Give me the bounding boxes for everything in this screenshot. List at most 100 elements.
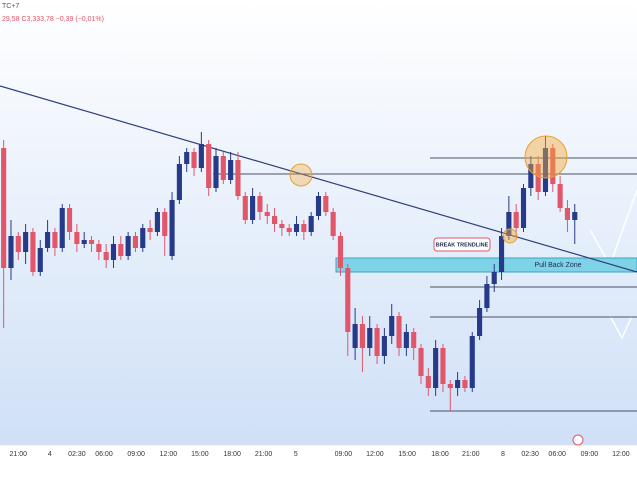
trendline [0,85,637,273]
candle-body [66,208,73,232]
x-tick-label: 8 [501,451,505,458]
candle-body [198,144,204,168]
candle-body [118,244,124,256]
candle-body [81,240,87,244]
candle-body [506,212,512,236]
candle-body [389,316,395,336]
candle-body [52,232,58,248]
candle-body [411,332,417,348]
candle-body [23,232,29,252]
x-tick-label: 12:00 [160,451,178,458]
plot-background [0,0,637,445]
candle-body [286,228,292,232]
candle-body [477,308,483,336]
candle-body [206,144,212,188]
annotation-box [433,237,491,252]
candle-body [30,232,36,272]
candle-body [462,380,468,388]
candle-body [374,328,380,356]
candle-body [337,236,344,268]
candle-body [45,232,51,248]
candle-body [257,196,263,212]
x-tick-label: 12:00 [366,451,384,458]
candle-body [418,348,424,376]
candle-body [147,228,153,232]
x-tick-label: 09:00 [127,451,145,458]
candle-body [132,236,139,248]
candle-body [520,188,527,228]
candle-body [330,212,336,236]
candle-body [184,152,190,164]
x-tick-label: 15:00 [191,451,209,458]
candle-body [469,336,475,388]
x-tick-label: 12:00 [612,451,630,458]
candle-body [250,196,256,220]
x-tick-label: 06:00 [548,451,566,458]
x-tick-label: 18:00 [223,451,241,458]
projection [609,315,633,340]
candle-body [301,224,307,232]
candle-body [88,240,95,244]
x-tick-label: 06:00 [95,451,113,458]
candle-body [264,212,270,216]
candle-body [564,208,571,220]
x-tick-label: 21:00 [255,451,273,458]
zone-label: Pull Back Zone [534,262,581,269]
candle-body [498,236,505,272]
candle-body [191,152,197,168]
candle-body [8,236,14,268]
x-tick-label: 02:30 [521,451,539,458]
candle-body [110,244,117,260]
candle-body [535,164,541,192]
candle-body [293,224,300,232]
candle-body [455,380,461,388]
candle-body [103,252,109,260]
candle-body [1,148,7,268]
candle-body [315,196,322,216]
candle-body [513,212,519,228]
candle-body [228,160,234,180]
candle-body [528,164,534,188]
x-tick-label: 4 [48,451,52,458]
highlight-circle [502,228,518,244]
candle-body [447,384,453,388]
pullback-zone [335,257,637,273]
candle-body [235,160,241,196]
time-axis-background [0,445,637,478]
x-tick-label: 21:00 [462,451,480,458]
candle-body [433,348,439,388]
candle-body [220,156,226,180]
x-tick-label: 09:00 [581,451,599,458]
candle-body [542,148,549,192]
candle-body [59,208,65,248]
candle-body [154,212,160,232]
candle-body [140,228,146,248]
candle-body [37,248,43,272]
candle-body [491,272,497,284]
candle-body [162,212,168,236]
candle-body [396,316,402,348]
candle-body [96,244,102,252]
candle-body [125,236,131,256]
candle-body [323,196,329,212]
candle-body [352,324,358,348]
x-tick-label: 09:00 [335,451,353,458]
candle-body [425,376,431,388]
candle-body [403,332,409,348]
x-tick-label: 21:00 [10,451,28,458]
x-tick-label: 02:30 [68,451,86,458]
candle-body [484,284,490,308]
candle-body [381,336,387,356]
highlight-circle [289,163,313,187]
candle-body [74,232,80,244]
x-tick-label: 5 [294,451,298,458]
candle-body [550,148,556,184]
event-icon [572,434,584,446]
x-tick-label: 15:00 [398,451,416,458]
candle-body [572,212,578,220]
candle-body [15,236,21,252]
candle-body [213,156,219,188]
candle-body [169,200,175,256]
candle-body [345,268,351,332]
